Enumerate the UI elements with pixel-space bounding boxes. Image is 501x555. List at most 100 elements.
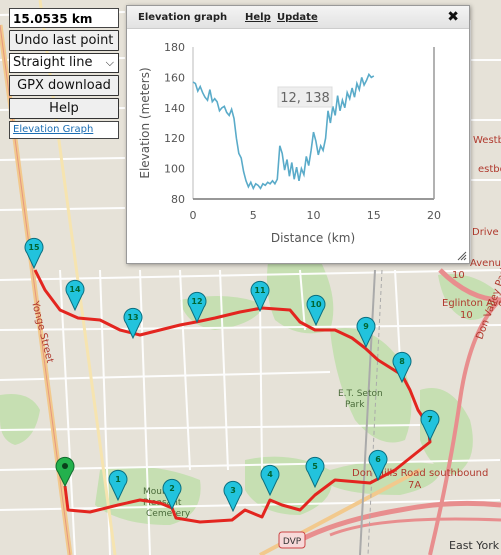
map-pin-icon — [108, 469, 128, 502]
waypoint-marker[interactable]: 11 — [250, 280, 270, 313]
map-label-westbound-2: estbou — [478, 164, 501, 175]
route-line — [33, 269, 432, 524]
elevation-series-line — [192, 72, 375, 191]
plot-area — [193, 47, 434, 199]
undo-last-point-button[interactable]: Undo last point — [9, 30, 119, 51]
elevation-update-link[interactable]: Update — [277, 12, 318, 23]
x-tick-label: 15 — [367, 209, 381, 222]
waypoint-marker[interactable]: 10 — [306, 294, 326, 327]
elevation-panel-title: Elevation graph — [138, 12, 228, 23]
y-tick-label: 160 — [164, 71, 185, 84]
map-pin-icon — [162, 478, 182, 511]
map-label-cemetery-3: Cemetery — [146, 509, 191, 519]
map-label-route-10b: 10 — [460, 310, 473, 321]
waypoint-label: 3 — [230, 486, 236, 495]
waypoint-label: 9 — [363, 322, 369, 331]
y-tick-label: 140 — [164, 102, 185, 115]
close-icon[interactable]: ✖ — [447, 9, 459, 25]
map-pin-icon — [420, 409, 440, 442]
street-grid — [0, 11, 501, 555]
elevation-panel-header[interactable]: Elevation graph Help Update ✖ — [127, 6, 469, 29]
waypoint-label: 7 — [427, 415, 433, 424]
x-tick-label: 0 — [190, 209, 197, 222]
waypoint-marker[interactable]: 4 — [260, 464, 280, 497]
y-tick-label: 120 — [164, 132, 185, 145]
dvp-shield: DVP — [278, 531, 306, 549]
map-pin-icon — [65, 279, 85, 312]
map-label-eastyork: East York — [449, 539, 500, 552]
map-pin-icon — [368, 449, 388, 482]
y-tick-label: 80 — [171, 193, 185, 206]
map-pin-icon — [223, 480, 243, 513]
waypoint-marker[interactable]: 5 — [305, 456, 325, 489]
map-label-westbound: Westbou — [473, 135, 501, 146]
waypoint-marker[interactable]: 14 — [65, 279, 85, 312]
waypoint-label: 13 — [127, 313, 138, 322]
waypoint-marker[interactable]: 12 — [187, 291, 207, 324]
map-pin-icon — [123, 307, 143, 340]
map-pin-icon — [250, 280, 270, 313]
waypoint-marker[interactable]: 3 — [223, 480, 243, 513]
waypoint-label: 5 — [312, 462, 318, 471]
map-label-eglinton: Eglinton Avenue — [442, 298, 501, 309]
waypoint-label: 8 — [399, 357, 405, 366]
waypoint-label: 6 — [375, 455, 381, 464]
elevation-chart[interactable]: 80 100 120 140 160 180 0 5 10 15 20 Elevation (me… — [127, 29, 467, 261]
waypoint-marker[interactable]: 9 — [356, 316, 376, 349]
map-pin-icon — [24, 237, 44, 270]
waypoint-label: 10 — [310, 300, 322, 309]
line-mode-value: Straight line — [13, 55, 93, 70]
map-label-cemetery-1: Mount — [143, 487, 172, 497]
x-tick-labels: 0 5 10 15 20 — [190, 209, 442, 222]
waypoint-marker[interactable]: 15 — [24, 237, 44, 270]
map-label-route-10a: 10 — [452, 270, 465, 281]
x-axis-title: Distance (km) — [271, 231, 355, 245]
gpx-download-button[interactable]: GPX download — [9, 75, 119, 96]
map-pin-icon — [187, 291, 207, 324]
tooltip-box — [277, 86, 333, 108]
waypoint-marker[interactable]: 13 — [123, 307, 143, 340]
map-label-avenue: Avenue — [470, 258, 501, 269]
waypoint-marker[interactable]: 2 — [162, 478, 182, 511]
elevation-panel: Elevation graph Help Update ✖ 80 100 120 14… — [126, 5, 470, 264]
svg-text:DVP: DVP — [283, 537, 302, 547]
map-pin-icon — [356, 316, 376, 349]
hover-tooltip: 12, 138 — [277, 86, 333, 108]
map-label-donmills: Don Mills Road southbound — [352, 468, 488, 479]
waypoint-marker[interactable]: 7 — [420, 409, 440, 442]
waypoint-label: 1 — [115, 475, 121, 484]
map-label-drive: Drive — [472, 227, 499, 238]
elevation-graph-link[interactable]: Elevation Graph — [13, 124, 94, 135]
line-mode-select[interactable]: Straight line ⌵ — [9, 53, 119, 73]
elevation-help-link[interactable]: Help — [245, 12, 271, 23]
waypoint-label: 12 — [191, 297, 202, 306]
start-marker[interactable] — [55, 456, 75, 488]
y-tick-labels: 80 100 120 140 160 180 — [164, 41, 185, 206]
chevron-down-icon: ⌵ — [105, 56, 114, 69]
y-tick-label: 180 — [164, 41, 185, 54]
route-controls: 15.0535 km Undo last point Straight line… — [9, 8, 121, 139]
x-tick-label: 10 — [307, 209, 321, 222]
x-tick-label: 20 — [427, 209, 441, 222]
waypoint-marker[interactable]: 8 — [392, 351, 412, 384]
route — [33, 269, 432, 524]
waypoint-label: 4 — [267, 470, 273, 479]
map-pin-icon — [392, 351, 412, 384]
elevation-graph-link-box: Elevation Graph — [9, 121, 119, 139]
help-button[interactable]: Help — [9, 98, 119, 119]
waypoint-marker[interactable]: 1 — [108, 469, 128, 502]
tooltip-text: 12, 138 — [280, 91, 330, 106]
waypoint-label: 15 — [28, 243, 40, 252]
map-pin-icon — [306, 294, 326, 327]
map-pin-icon — [305, 456, 325, 489]
x-tick-label: 5 — [250, 209, 257, 222]
distance-readout: 15.0535 km — [9, 8, 119, 28]
waypoint-label: 2 — [169, 484, 175, 493]
map-label-park-2: Park — [345, 400, 365, 410]
waypoint-marker[interactable]: 6 — [368, 449, 388, 482]
y-axis-title: Elevation (meters) — [138, 67, 152, 178]
map-label-park: E.T. Seton — [338, 389, 383, 399]
y-tick-label: 100 — [164, 163, 185, 176]
resize-grip-icon[interactable] — [457, 251, 467, 261]
